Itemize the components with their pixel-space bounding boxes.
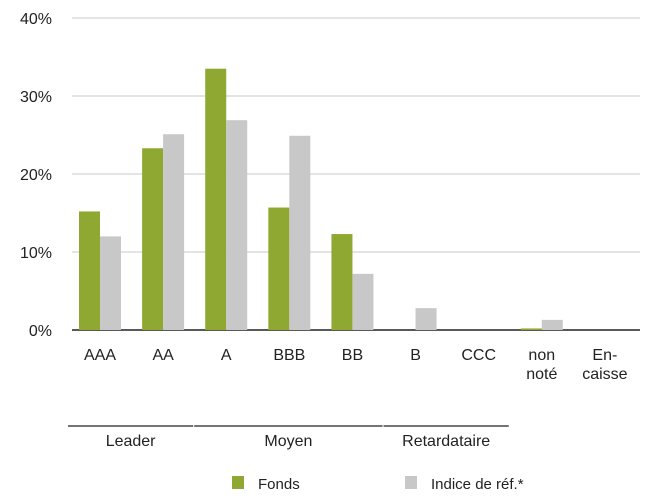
bar-fonds-4 xyxy=(331,234,353,330)
legend-label: Indice de réf.* xyxy=(431,476,524,493)
bar-indice-3 xyxy=(289,135,311,330)
bar-indice-2 xyxy=(226,120,248,331)
legend-swatch xyxy=(405,476,417,489)
x-tick-label: B xyxy=(410,347,421,364)
bar-indice-1 xyxy=(163,134,185,330)
x-tick-label: BBB xyxy=(273,347,305,364)
y-tick-label: 0% xyxy=(29,323,52,340)
bar-fonds-0 xyxy=(79,211,100,330)
legend-swatch xyxy=(232,476,244,489)
x-tick-label: BB xyxy=(342,347,363,364)
group-label: Moyen xyxy=(264,433,312,450)
bar-indice-0 xyxy=(100,236,121,330)
bar-indice-4 xyxy=(352,273,374,330)
x-tick-label: En-caisse xyxy=(582,347,627,383)
bar-fonds-7 xyxy=(520,328,542,330)
y-tick-label: 20% xyxy=(20,167,52,184)
y-tick-label: 40% xyxy=(20,11,52,28)
bar-indice-5 xyxy=(415,308,437,330)
bar-fonds-3 xyxy=(268,207,290,330)
group-label: Retardataire xyxy=(402,433,490,450)
y-tick-label: 30% xyxy=(20,89,52,106)
legend-label: Fonds xyxy=(258,476,300,493)
bar-fonds-2 xyxy=(205,68,227,330)
x-tick-label: non noté xyxy=(526,347,557,383)
bar-fonds-1 xyxy=(142,148,164,330)
y-axis-ticks: 0% 10% 20% 30% 40% xyxy=(20,11,52,340)
legend: Fonds Indice de réf.* xyxy=(232,476,524,493)
y-tick-label: 10% xyxy=(20,245,52,262)
x-tick-label: AA xyxy=(152,347,174,364)
category-groups: Leader Moyen Retardataire xyxy=(68,425,509,450)
bars xyxy=(79,68,563,331)
group-label: Leader xyxy=(106,433,156,450)
bar-indice-7 xyxy=(541,319,563,330)
x-tick-label: AAA xyxy=(84,347,116,364)
x-tick-label: A xyxy=(221,347,232,364)
x-tick-label: CCC xyxy=(461,347,496,364)
